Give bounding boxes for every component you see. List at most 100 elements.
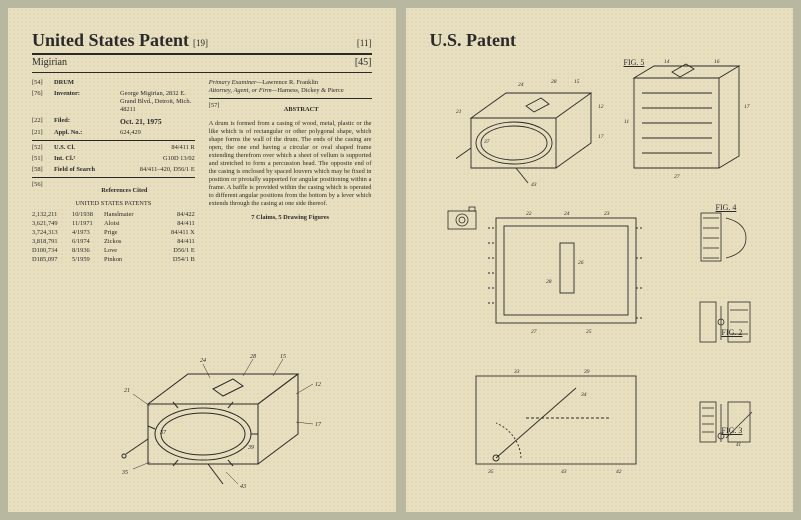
svg-text:35: 35 [487,469,494,475]
svg-text:22: 22 [526,211,532,217]
svg-text:12: 12 [315,382,321,388]
svg-text:17: 17 [744,104,750,110]
ref-name: Hanslmaier [104,211,154,219]
drum-drawing-icon: 242815 1217 213543 3739 [118,334,343,489]
page2-title: U.S. Patent [430,30,770,54]
ref-patno: 3,818,791 [32,238,72,246]
intcl-val: G10D 13/02 [120,155,195,163]
author-row: Migirian [45] [32,55,372,73]
intcl-label: Int. Cl.² [54,155,120,163]
svg-text:24: 24 [200,357,206,364]
svg-text:43: 43 [531,181,537,188]
abstract-title: ABSTRACT [231,106,372,114]
svg-text:37: 37 [159,430,167,436]
figure-2 [696,298,756,348]
svg-text:28: 28 [250,354,256,360]
uscl-val: 84/411 R [120,144,195,152]
ref-class: 84/411 X [154,229,195,237]
figure-3: 41 [696,398,756,448]
ref-date: 5/1959 [72,256,104,264]
ref-date: 6/1974 [72,238,104,246]
ref-name: Pinkon [104,256,154,264]
ref-class: 84/411 [154,220,195,228]
ref-date: 8/1936 [72,247,104,255]
svg-text:43: 43 [240,483,246,489]
attorney-label: Attorney, Agent, or Firm— [209,87,278,94]
header-code-right: [11] [357,38,372,48]
svg-text:24: 24 [564,210,570,217]
svg-text:15: 15 [280,354,286,360]
svg-text:11: 11 [624,119,629,125]
ref-patno: 3,621,749 [32,220,72,228]
ref-date: 4/1973 [72,229,104,237]
ref-class: D56/1 E [154,247,195,255]
figure-bottom: 3339 354342 34 [466,368,646,478]
filed-date: Oct. 21, 1975 [120,117,195,126]
appl-no: 624,429 [120,129,195,137]
ref-class: 84/411 [154,238,195,246]
search-label: Field of Search [54,166,120,174]
inventor-surname: Migirian [32,57,67,68]
patent-page-1: United States Patent [19] [11] Migirian … [8,8,396,512]
header-code-left: [19] [193,38,208,48]
ref-date: 10/1938 [72,211,104,219]
invention-label: DRUM [54,79,120,87]
svg-text:34: 34 [580,391,587,398]
svg-text:21: 21 [456,109,462,115]
inventor-text: George Migirian, 2832 E. Grand Blvd., De… [120,90,195,114]
figure-1: 242815 121721 4337 [456,68,616,188]
date-code: [45] [355,57,372,68]
reference-row: 3,818,7916/1974Zickos84/411 [32,238,195,246]
svg-text:28: 28 [551,79,557,85]
svg-text:12: 12 [598,104,604,110]
svg-text:17: 17 [315,422,322,428]
fig4-label: FIG. 4 [716,203,737,212]
svg-text:14: 14 [664,58,670,65]
uscl-label: U.S. Cl. [54,144,120,152]
ref-class: 84/422 [154,211,195,219]
ref-name: Love [104,247,154,255]
ref-patno: 2,132,211 [32,211,72,219]
biblio-columns: [54] DRUM [76] Inventor: George Migirian… [32,79,372,265]
appl-code: [21] [32,129,54,137]
section-4-icon [696,208,756,268]
references-list: 2,132,21110/1938Hanslmaier84/4223,621,74… [32,211,195,264]
inventor-label: Inventor: [54,90,120,114]
examiner-label: Primary Examiner— [209,79,262,86]
cam-icon [446,203,486,233]
refs-subtitle: UNITED STATES PATENTS [32,200,195,208]
svg-text:33: 33 [513,369,520,375]
svg-text:24: 24 [518,81,524,88]
abstract-body: A drum is formed from a casing of wood, … [209,120,372,208]
claims-line: 7 Claims, 5 Drawing Figures [209,214,372,222]
svg-text:26: 26 [578,260,584,266]
filed-code: [22] [32,117,54,126]
uscl-code: [52] [32,144,54,152]
reference-row: 2,132,21110/1938Hanslmaier84/422 [32,211,195,219]
title-row: United States Patent [19] [11] [32,30,372,55]
svg-text:23: 23 [604,211,610,217]
main-figure-page1: 242815 1217 213543 3739 [118,334,343,489]
svg-text:42: 42 [616,468,622,475]
svg-text:27: 27 [531,329,537,335]
left-column: [54] DRUM [76] Inventor: George Migirian… [32,79,195,265]
examiner-name: Lawrence R. Franklin [262,79,318,86]
svg-text:39: 39 [583,369,590,375]
abstract-code: [57] [209,102,231,117]
figure-front: 222423 2628 2725 [486,208,646,338]
ref-class: D54/1 B [154,256,195,264]
ref-name: Zickos [104,238,154,246]
fig3-label: FIG. 3 [722,426,743,435]
intcl-code: [51] [32,155,54,163]
patent-page-2: U.S. Patent 242815 121721 4337 [406,8,794,512]
front-view-icon: 222423 2628 2725 [486,208,646,338]
svg-text:21: 21 [124,388,130,394]
figure-4 [696,208,756,268]
section-3-icon: 41 [696,398,756,448]
louver-view-icon: 141617 1127 [624,58,754,193]
header-title: United States Patent [32,30,189,50]
svg-text:15: 15 [574,79,580,85]
ref-date: 11/1971 [72,220,104,228]
ref-name: Prige [104,229,154,237]
fig2-label: FIG. 2 [722,328,743,337]
